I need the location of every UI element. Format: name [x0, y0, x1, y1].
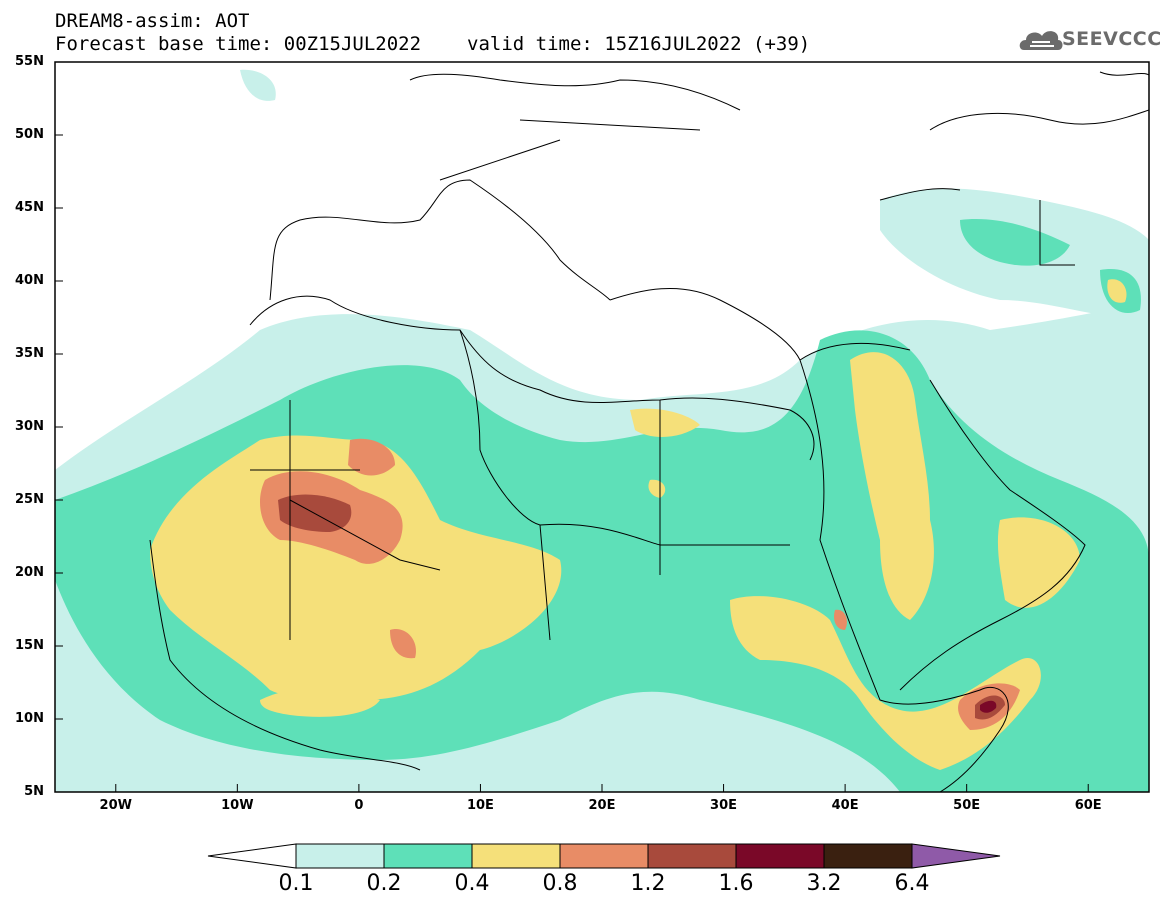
- logo-text: SEEVCCC: [1062, 28, 1162, 50]
- valid-time: valid time: 15Z16JUL2022 (+39): [467, 33, 811, 55]
- colorbar-segment: [647, 843, 737, 869]
- lat-label: 20N: [15, 565, 44, 580]
- colorbar-label: 3.2: [806, 871, 842, 896]
- lat-label: 25N: [15, 492, 44, 507]
- cloud-icon: [1019, 31, 1063, 50]
- lon-label: 50E: [953, 798, 981, 813]
- lat-label: 55N: [15, 54, 44, 69]
- lon-label: 30E: [710, 798, 738, 813]
- lat-label: 30N: [15, 419, 44, 434]
- lat-label: 35N: [15, 346, 44, 361]
- colorbar-label: 6.4: [894, 871, 930, 896]
- lat-label: 50N: [15, 127, 44, 142]
- lon-label: 60E: [1074, 798, 1102, 813]
- time-info: Forecast base time: 00Z15JUL2022 valid ti…: [55, 33, 810, 55]
- lon-label: 20E: [588, 798, 616, 813]
- lat-label: 5N: [24, 784, 44, 799]
- colorbar-label: 0.4: [454, 871, 490, 896]
- lat-label: 45N: [15, 200, 44, 215]
- colorbar-label: 1.2: [630, 871, 666, 896]
- lat-label: 10N: [15, 711, 44, 726]
- colorbar-label: 0.2: [366, 871, 402, 896]
- colorbar-label: 0.8: [542, 871, 578, 896]
- lon-label: 10W: [221, 798, 254, 813]
- colorbar-segment: [735, 843, 825, 869]
- aot-field: [55, 69, 1149, 792]
- colorbar-segment: [383, 843, 473, 869]
- lon-label: 40E: [831, 798, 859, 813]
- colorbar-segment: [471, 843, 561, 869]
- lon-label: 10E: [466, 798, 494, 813]
- colorbar-segment: [823, 843, 913, 869]
- lon-label: 0: [354, 798, 364, 813]
- product-title: DREAM8-assim: AOT: [55, 10, 250, 32]
- colorbar-min-arrow: [207, 843, 297, 869]
- lon-label: 20W: [99, 798, 132, 813]
- colorbar-label: 0.1: [278, 871, 314, 896]
- coastlines: [149, 71, 1149, 792]
- colorbar-segment: [295, 843, 385, 869]
- colorbar-max-arrow: [911, 843, 1001, 869]
- lat-label: 15N: [15, 638, 44, 653]
- forecast-base-time: Forecast base time: 00Z15JUL2022: [55, 33, 422, 55]
- colorbar-label: 1.6: [718, 871, 754, 896]
- lat-label: 40N: [15, 273, 44, 288]
- colorbar-segment: [559, 843, 649, 869]
